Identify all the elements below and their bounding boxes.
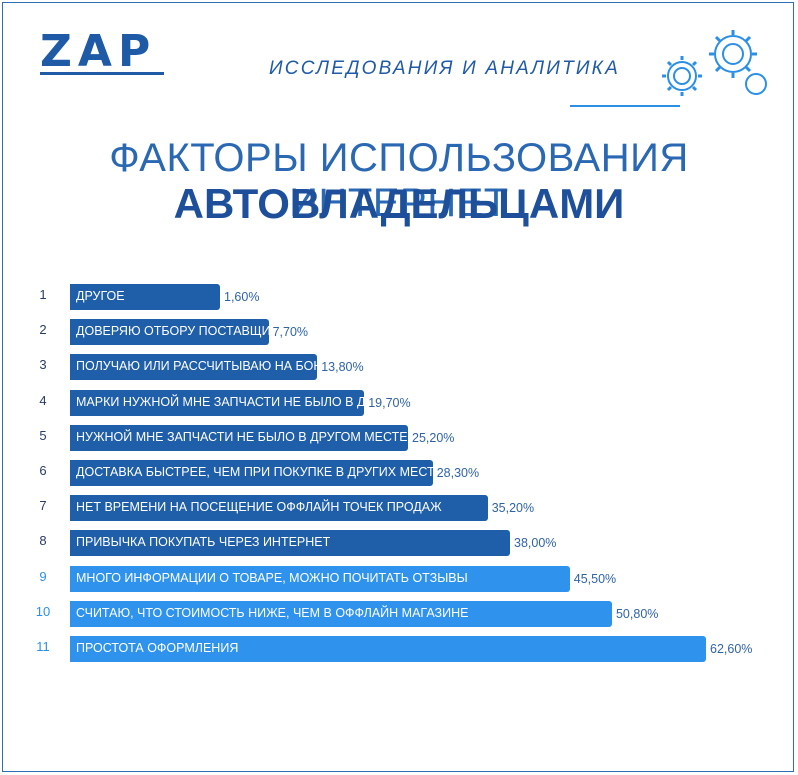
value-label: 50,80% [615,606,659,621]
value-label: 35,20% [491,501,535,516]
bar: ПОЛУЧАЮ ИЛИ РАССЧИТЫВАЮ НА БОНУСЫ ЗА ПОК… [70,354,432,381]
row-number: 5 [39,427,47,443]
chart-row: 11 ПРОСТОТА ОФОРМЛЕНИЯ 62,60% [0,636,798,662]
bar-label: ПРОСТОТА ОФОРМЛЕНИЯ [76,641,239,655]
chart-row: 6 ДОСТАВКА БЫСТРЕЕ, ЧЕМ ПРИ ПОКУПКЕ В ДРУ… [0,460,798,486]
chart-row: 3 ПОЛУЧАЮ ИЛИ РАССЧИТЫВАЮ НА БОНУСЫ ЗА ПО… [0,354,798,381]
bar-label: ПОЛУЧАЮ ИЛИ РАССЧИТЫВАЮ НА БОНУСЫ ЗА ПОК… [76,359,432,374]
row-number: 10 [35,603,51,619]
chart-row: 1 ДРУГОЕ 1,60% [0,284,798,310]
bar-label: ПРИВЫЧКА ПОКУПАТЬ ЧЕРЕЗ ИНТЕРНЕТ [76,535,331,550]
row-number: 11 [36,639,50,654]
row-number: 3 [39,357,47,373]
bar: СЧИТАЮ, ЧТО СТОИМОСТЬ НИЖЕ, ЧЕМ В ОФФЛАЙ… [70,600,612,627]
bar-label: МНОГО ИНФОРМАЦИИ О ТОВАРЕ, МОЖНО ПОЧИТАТ… [76,570,468,585]
chart-row: 2 ДОВЕРЯЮ ОТБОРУ ПОСТАВЩИКОВ И ТОВАРОВ 7,7… [0,319,798,346]
gear-right-icon [745,73,767,95]
row-number: 9 [39,568,47,584]
bar: НЕТ ВРЕМЕНИ НА ПОСЕЩЕНИЕ ОФФЛАЙН ТОЧЕК П… [70,495,488,522]
bar-label: НЕТ ВРЕМЕНИ НА ПОСЕЩЕНИЕ ОФФЛАЙН ТОЧЕК П… [76,500,442,515]
bar: МНОГО ИНФОРМАЦИИ О ТОВАРЕ, МОЖНО ПОЧИТАТ… [70,565,570,592]
value-label: 38,00% [514,536,557,551]
value-label: 45,50% [573,571,617,586]
gear-large-icon [714,35,752,73]
bar: ДОСТАВКА БЫСТРЕЕ, ЧЕМ ПРИ ПОКУПКЕ В ДРУГ… [70,460,451,486]
row-number: 7 [39,498,47,514]
bar-label: ДРУГОЕ [76,289,125,303]
chart-row: 4 МАРКИ НУЖНОЙ МНЕ ЗАПЧАСТИ НЕ БЫЛО В ДРУ… [0,389,798,416]
logo-text: ZAP [40,26,157,77]
row-number: 8 [39,533,47,549]
chart-row: 10 СЧИТАЮ, ЧТО СТОИМОСТЬ НИЖЕ, ЧЕМ В ОФФЛ… [0,600,798,627]
chart-title: ФАКТОРЫ ИСПОЛЬЗОВАНИЯ ИНТЕРНЕТ [109,136,689,225]
logo: ZAP [40,30,164,78]
value-label: 28,30% [436,466,480,480]
chart-row: 7 НЕТ ВРЕМЕНИ НА ПОСЕЩЕНИЕ ОФФЛАЙН ТОЧЕК … [0,495,798,522]
value-label: 13,80% [321,360,364,375]
bar-label: ДОВЕРЯЮ ОТБОРУ ПОСТАВЩИКОВ И ТОВАРОВ [76,324,371,339]
bar: ДРУГОЕ [70,284,220,310]
value-label: 25,20% [412,430,455,445]
logo-underline [40,72,164,75]
chart-subtitle: АВТОВЛАДЕЛЬЦАМИ [173,180,625,227]
row-number: 2 [39,322,47,338]
value-label: 7,70% [272,325,309,340]
value-label: 1,60% [224,290,260,304]
gear-small-icon [667,61,697,91]
row-number: 1 [39,287,47,302]
bar: ПРИВЫЧКА ПОКУПАТЬ ЧЕРЕЗ ИНТЕРНЕТ [70,530,510,557]
bar: НУЖНОЙ МНЕ ЗАПЧАСТИ НЕ БЫЛО В ДРУГОМ МЕС… [70,424,409,451]
bar: ДОВЕРЯЮ ОТБОРУ ПОСТАВЩИКОВ И ТОВАРОВ [70,319,371,346]
chart-row: 9 МНОГО ИНФОРМАЦИИ О ТОВАРЕ, МОЖНО ПОЧИТА… [0,565,798,592]
value-label: 19,70% [368,395,411,410]
bar-label: НУЖНОЙ МНЕ ЗАПЧАСТИ НЕ БЫЛО В ДРУГОМ МЕС… [76,429,408,444]
row-number: 4 [39,392,47,408]
bar: МАРКИ НУЖНОЙ МНЕ ЗАПЧАСТИ НЕ БЫЛО В ДРУГ… [70,389,454,416]
chart-row: 8 ПРИВЫЧКА ПОКУПАТЬ ЧЕРЕЗ ИНТЕРНЕТ 38,00% [0,530,798,557]
bar-label: СЧИТАЮ, ЧТО СТОИМОСТЬ НИЖЕ, ЧЕМ В ОФФЛАЙ… [76,605,469,620]
value-label: 62,60% [710,642,753,656]
bar: ПРОСТОТА ОФОРМЛЕНИЯ [70,636,706,662]
gears-icon [570,30,767,107]
gear-teeth [662,30,757,96]
header-subtitle: ИССЛЕДОВАНИЯ И АНАЛИТИКА [269,58,620,79]
row-number: 6 [39,463,47,478]
bar-label: МАРКИ НУЖНОЙ МНЕ ЗАПЧАСТИ НЕ БЫЛО В ДРУГ… [76,394,455,409]
chart-row: 5 НУЖНОЙ МНЕ ЗАПЧАСТИ НЕ БЫЛО В ДРУГОМ МЕ… [0,424,798,451]
bar-label: ДОСТАВКА БЫСТРЕЕ, ЧЕМ ПРИ ПОКУПКЕ В ДРУГ… [76,465,451,479]
